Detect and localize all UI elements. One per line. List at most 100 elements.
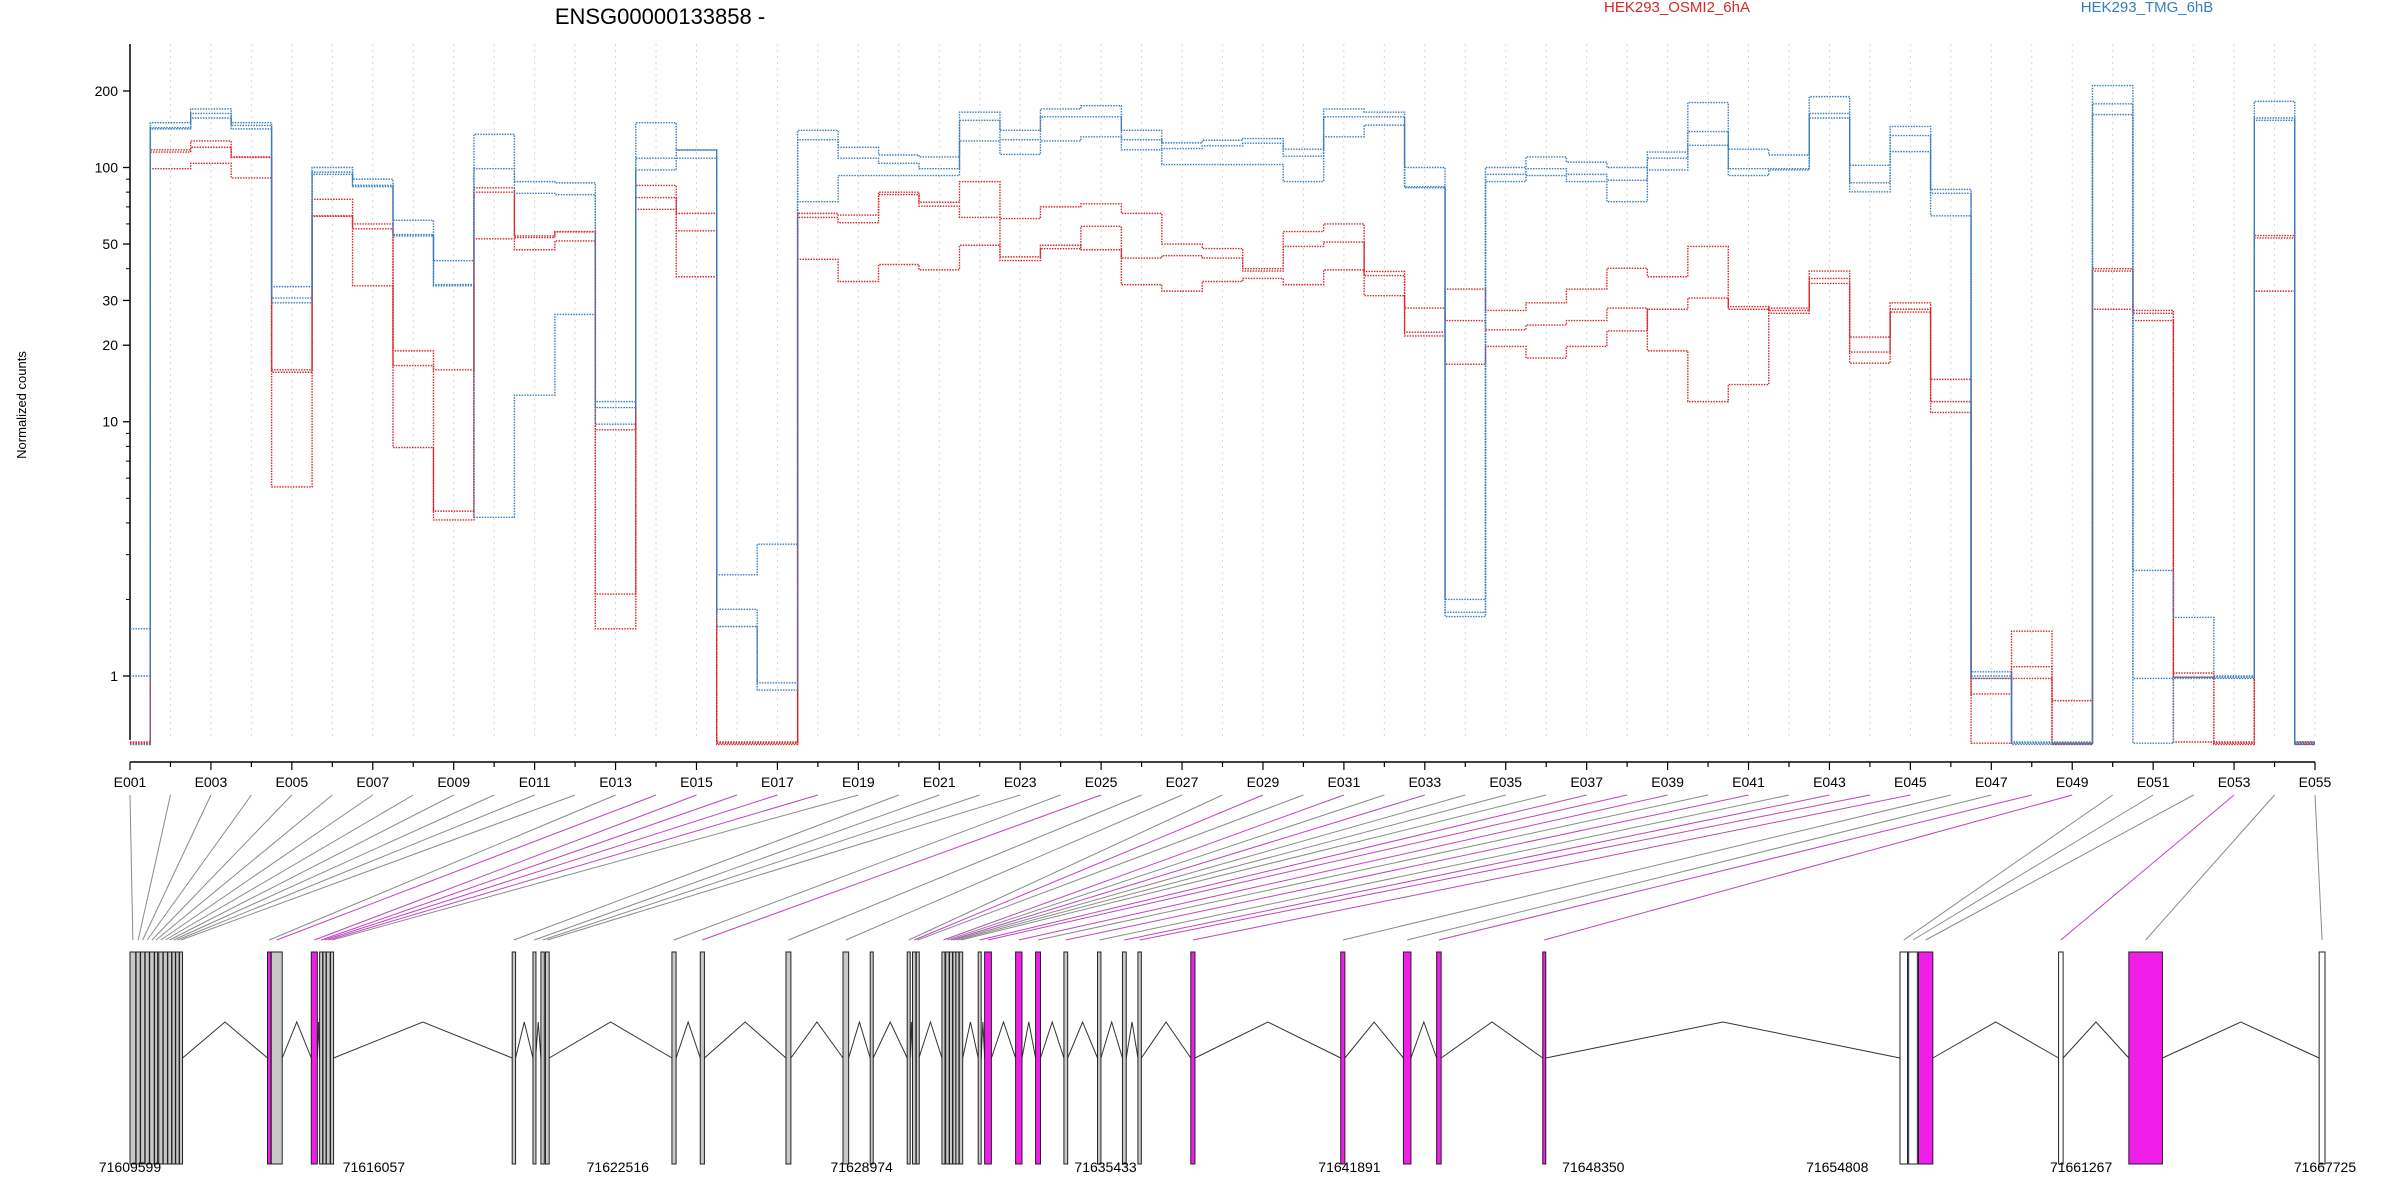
intron bbox=[535, 1021, 542, 1059]
x-tick-label: E007 bbox=[356, 774, 389, 790]
y-tick-label: 50 bbox=[102, 236, 118, 252]
intron bbox=[281, 1020, 312, 1059]
intron bbox=[1545, 1021, 1901, 1059]
exon-block bbox=[1097, 951, 1102, 1165]
genomic-coordinate-label: 71609599 bbox=[99, 1159, 162, 1175]
exon-connector bbox=[1925, 794, 2194, 941]
axes: 1 10 20 30 50 100 200 E001 E003 E005 E007 E009 E011 E… bbox=[95, 44, 2332, 790]
exon-connector bbox=[2145, 794, 2275, 941]
exon-block bbox=[1436, 951, 1442, 1165]
exon-connector bbox=[173, 794, 495, 941]
exon-connector bbox=[269, 794, 616, 941]
intron bbox=[980, 1021, 986, 1059]
x-tick-label: E039 bbox=[1651, 774, 1684, 790]
x-tick-label: E009 bbox=[437, 774, 470, 790]
exon-block bbox=[171, 951, 176, 1165]
gene-model bbox=[129, 951, 2326, 1165]
intron bbox=[790, 1021, 844, 1059]
exon-block bbox=[154, 951, 159, 1165]
grid-lines bbox=[129, 44, 2316, 740]
intron bbox=[1125, 1021, 1139, 1059]
exon-block bbox=[2058, 951, 2064, 1165]
exon-block bbox=[266, 951, 272, 1165]
exon-block bbox=[540, 951, 545, 1165]
exon-block bbox=[129, 951, 137, 1165]
x-tick-label: E027 bbox=[1166, 774, 1199, 790]
x-tick-label: E035 bbox=[1489, 774, 1522, 790]
exon-connector bbox=[324, 794, 778, 941]
exon-block bbox=[532, 951, 537, 1165]
x-tick-label: E051 bbox=[2137, 774, 2170, 790]
legend-label-osmi2: HEK293_OSMI2_6hA bbox=[1604, 0, 1750, 16]
intron bbox=[548, 1021, 673, 1059]
exon-block bbox=[511, 951, 517, 1165]
exon-block bbox=[158, 951, 164, 1165]
genomic-coordinate-label: 71635433 bbox=[1074, 1159, 1137, 1175]
exon-connector bbox=[1065, 794, 1749, 941]
exon-connector bbox=[957, 794, 1506, 941]
exon-connector bbox=[1903, 794, 2113, 941]
intron bbox=[1194, 1021, 1341, 1059]
intron bbox=[1067, 1020, 1098, 1059]
exon-connector bbox=[169, 794, 454, 941]
exon-connector bbox=[1124, 794, 1830, 941]
intron bbox=[1344, 1021, 1404, 1059]
exon-connector bbox=[913, 794, 1264, 941]
series-lines bbox=[130, 84, 2315, 746]
exon-block bbox=[1137, 951, 1142, 1165]
exon-connector bbox=[1018, 794, 1668, 941]
exon-connector bbox=[146, 794, 252, 941]
exon-block bbox=[325, 951, 331, 1165]
exon-block bbox=[671, 951, 677, 1165]
exon-connector bbox=[1099, 794, 1790, 941]
exon-connector bbox=[947, 794, 1385, 941]
exon-connector bbox=[314, 794, 697, 941]
exon-block bbox=[1340, 951, 1346, 1165]
y-tick-label: 30 bbox=[102, 292, 118, 308]
intron bbox=[2162, 1021, 2320, 1059]
x-tick-label: E015 bbox=[680, 774, 713, 790]
intron bbox=[333, 1021, 513, 1059]
x-tick-label: E003 bbox=[195, 774, 228, 790]
x-tick-label: E025 bbox=[1085, 774, 1118, 790]
exon-block bbox=[911, 951, 917, 1165]
exon-connector bbox=[165, 794, 414, 941]
exon-connector bbox=[960, 794, 1547, 941]
genomic-coordinate-label: 71648350 bbox=[1562, 1159, 1625, 1175]
intron bbox=[515, 1021, 534, 1059]
y-axis-label: Normalized counts bbox=[14, 351, 29, 459]
exon-block bbox=[322, 951, 327, 1165]
exon-block bbox=[785, 951, 792, 1165]
series-line-hek293_tmg_6hb bbox=[130, 103, 2315, 744]
genomic-coordinate-label: 71616057 bbox=[343, 1159, 406, 1175]
exon-connector bbox=[1407, 794, 1992, 941]
exon-block bbox=[1908, 951, 1918, 1165]
x-tick-label: E011 bbox=[519, 774, 551, 790]
y-tick-label: 100 bbox=[95, 160, 119, 176]
exon-connector bbox=[917, 794, 1304, 941]
genomic-coordinate-label: 71667725 bbox=[2294, 1159, 2357, 1175]
x-tick-label: E049 bbox=[2056, 774, 2089, 790]
exon-connector bbox=[129, 794, 134, 941]
exon-connector bbox=[950, 794, 1425, 941]
exon-block bbox=[1542, 951, 1547, 1165]
exon-block bbox=[330, 951, 335, 1165]
exon-block bbox=[162, 951, 168, 1165]
exon-block bbox=[1015, 951, 1023, 1165]
exon-block bbox=[977, 951, 982, 1165]
x-tick-label: E033 bbox=[1408, 774, 1441, 790]
exon-connector bbox=[151, 794, 293, 941]
intron bbox=[962, 1021, 979, 1059]
exon-connector bbox=[845, 794, 1183, 941]
x-tick-label: E037 bbox=[1570, 774, 1603, 790]
chart-title: ENSG00000133858 - bbox=[555, 4, 765, 29]
exon-block bbox=[1063, 951, 1069, 1165]
x-tick-label: E005 bbox=[276, 774, 309, 790]
x-tick-label: E017 bbox=[761, 774, 794, 790]
exon-connector bbox=[702, 794, 1102, 941]
series-line-hek293_osmi2_6ha bbox=[130, 140, 2315, 746]
x-tick-label: E013 bbox=[599, 774, 632, 790]
genomic-coordinate-label: 71622516 bbox=[587, 1159, 650, 1175]
exon-connector bbox=[954, 794, 1466, 941]
exon-block bbox=[699, 951, 705, 1165]
